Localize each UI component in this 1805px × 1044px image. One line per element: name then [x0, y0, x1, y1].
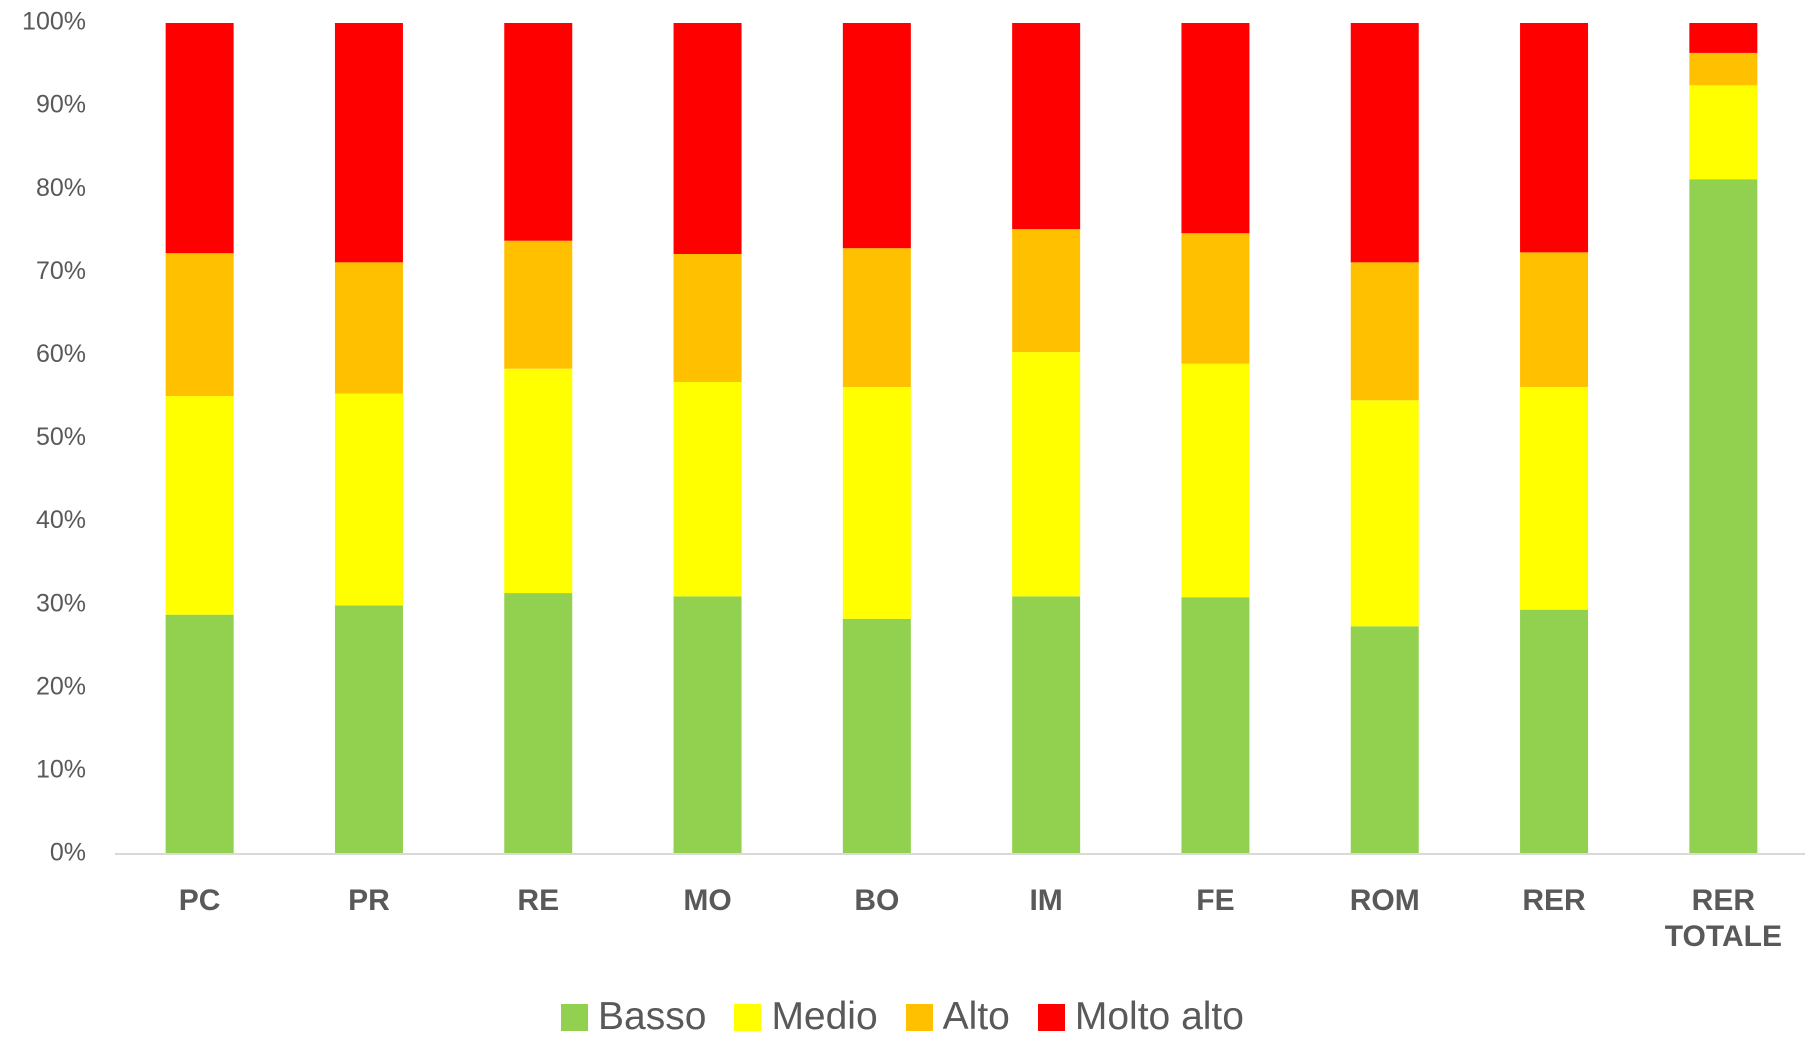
- bar-segment: [165, 253, 234, 397]
- x-tick-label: IM: [1029, 884, 1063, 917]
- legend-item: Alto: [905, 995, 1010, 1039]
- bar-segment: [673, 23, 742, 255]
- bar-segment: [504, 593, 573, 854]
- y-tick-label: 60%: [36, 340, 86, 368]
- legend-swatch: [1037, 1003, 1065, 1031]
- bar-segment: [504, 368, 573, 594]
- legend-swatch: [561, 1003, 589, 1031]
- y-tick-label: 80%: [36, 174, 86, 202]
- legend-label: Alto: [942, 995, 1010, 1038]
- bar-segment: [1350, 626, 1419, 854]
- x-tick-label: PC: [178, 884, 221, 917]
- y-tick-label: 0%: [50, 839, 86, 867]
- bar-segment: [334, 262, 403, 394]
- bar-segment: [1181, 23, 1250, 234]
- bar-segment: [1520, 386, 1589, 610]
- bar-segment: [1012, 596, 1081, 854]
- legend-item: Medio: [734, 995, 878, 1039]
- legend-label: Medio: [771, 995, 878, 1038]
- bar-segment: [1350, 23, 1419, 263]
- bar-segment: [1350, 262, 1419, 401]
- bar-segment: [1012, 23, 1081, 230]
- x-tick-label: PR: [348, 884, 390, 917]
- x-tick-label: BO: [854, 884, 900, 917]
- bar-segment: [1181, 363, 1250, 598]
- bar-segment: [1350, 400, 1419, 627]
- bar-segment: [1689, 85, 1758, 180]
- y-tick-label: 40%: [36, 506, 86, 534]
- x-tick-label: FE: [1196, 884, 1235, 917]
- legend-item: Molto alto: [1037, 995, 1244, 1039]
- bar-segment: [1181, 233, 1250, 364]
- bar-segment: [842, 23, 911, 249]
- y-tick-label: 30%: [36, 589, 86, 617]
- legend: Basso Medio Alto Molto alto: [0, 995, 1805, 1039]
- legend-label: Molto alto: [1074, 995, 1244, 1038]
- bar-segment: [165, 396, 234, 615]
- bar-segment: [842, 386, 911, 619]
- bar-segment: [673, 381, 742, 597]
- x-tick-label: RER: [1522, 884, 1586, 917]
- bar-segment: [1012, 229, 1081, 353]
- bar-segment: [334, 23, 403, 263]
- y-tick-label: 70%: [36, 257, 86, 285]
- legend-label: Basso: [598, 995, 707, 1038]
- bar-segment: [842, 248, 911, 387]
- y-tick-label: 10%: [36, 756, 86, 784]
- bar-segment: [334, 393, 403, 606]
- y-tick-label: 20%: [36, 672, 86, 700]
- bar-segment: [1012, 352, 1081, 597]
- bar-segment: [504, 240, 573, 369]
- bar-segment: [165, 23, 234, 254]
- bar-segment: [1520, 252, 1589, 387]
- bar-segment: [1689, 179, 1758, 854]
- bar-segment: [1520, 23, 1589, 253]
- legend-swatch: [905, 1003, 933, 1031]
- bar-segment: [504, 23, 573, 241]
- bar-segment: [673, 254, 742, 382]
- bar-segment: [842, 618, 911, 854]
- y-tick-label: 50%: [36, 423, 86, 451]
- y-tick-label: 90%: [36, 91, 86, 119]
- legend-item: Basso: [561, 995, 706, 1039]
- x-tick-label: MO: [683, 884, 732, 917]
- y-tick-label: 100%: [22, 8, 86, 36]
- bar-segment: [1520, 609, 1589, 854]
- bar-segment: [334, 605, 403, 854]
- x-tick-label: RE: [517, 884, 560, 917]
- bar-segment: [165, 614, 234, 854]
- x-tick-label: RER TOTALE: [1664, 884, 1782, 953]
- bar-segment: [1689, 23, 1758, 53]
- bar-segment: [673, 596, 742, 854]
- legend-swatch: [734, 1003, 762, 1031]
- bar-segment: [1181, 597, 1250, 854]
- bar-segment: [1689, 52, 1758, 86]
- x-tick-label: ROM: [1349, 884, 1420, 917]
